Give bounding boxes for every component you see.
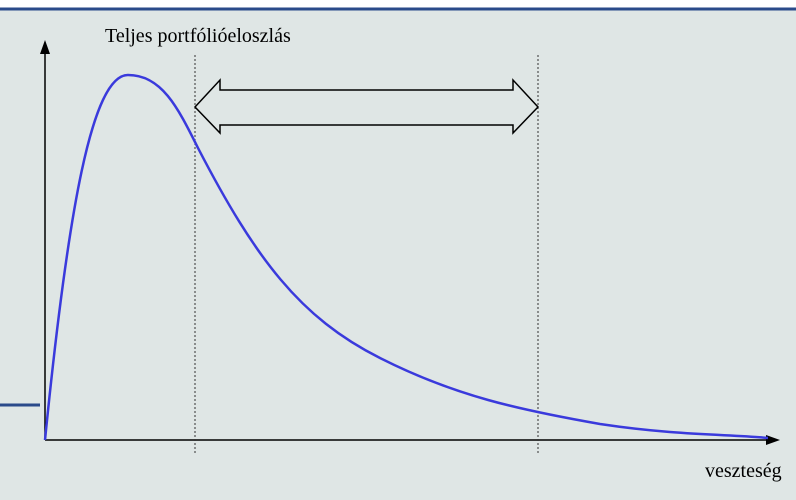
panel bbox=[0, 9, 796, 500]
x-axis-arrowhead bbox=[766, 435, 780, 445]
x-axis-label: veszteség bbox=[705, 460, 782, 482]
range-arrow bbox=[193, 78, 540, 135]
distribution-curve bbox=[43, 73, 769, 441]
diagram-title: Teljes portfólióeloszlás bbox=[105, 25, 291, 47]
y-axis-arrowhead bbox=[40, 40, 50, 54]
